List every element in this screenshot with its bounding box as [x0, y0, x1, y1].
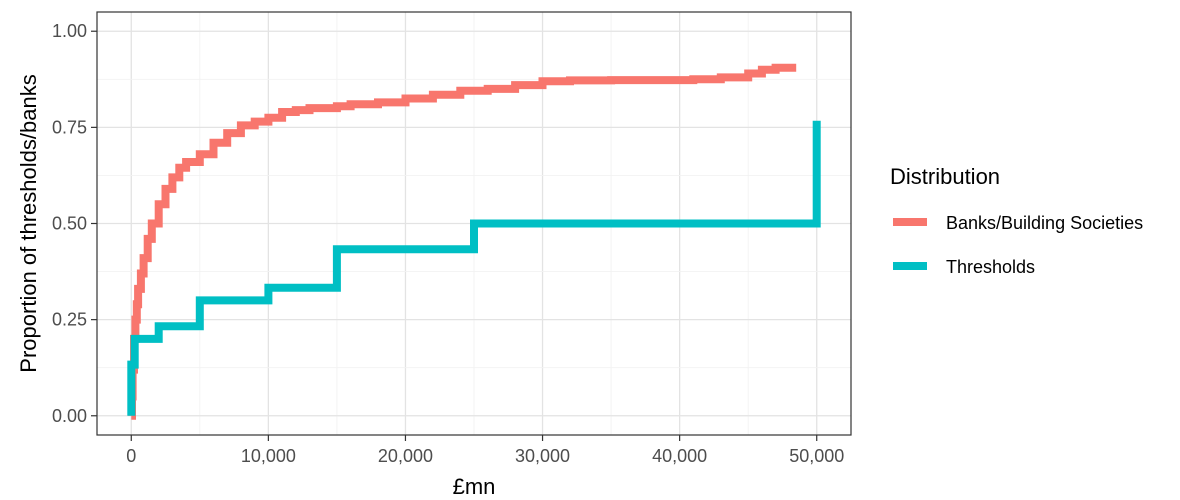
x-tick-label: 50,000	[789, 446, 844, 466]
series-layer	[127, 63, 821, 420]
x-tick-label: 30,000	[515, 446, 570, 466]
x-tick-label: 40,000	[652, 446, 707, 466]
legend-title: Distribution	[890, 164, 1000, 189]
legend: Distribution Banks/Building Societies Thr…	[890, 164, 1143, 277]
y-tick-label: 0.00	[52, 406, 87, 426]
legend-items: Banks/Building Societies Thresholds	[893, 213, 1143, 277]
y-tick-label: 0.25	[52, 310, 87, 330]
y-axis-title: Proportion of thresholds/banks	[16, 74, 41, 372]
y-tick-label: 1.00	[52, 21, 87, 41]
series-line-banks-building-societies	[128, 63, 797, 420]
axes: 0 10,000 20,000 30,000 40,000 50,000 0.00 0.25 0…	[52, 21, 844, 466]
y-tick-label: 0.50	[52, 214, 87, 234]
x-axis-title: £mn	[453, 474, 496, 499]
x-tick-label: 10,000	[241, 446, 296, 466]
series-line-thresholds	[127, 120, 821, 416]
legend-label: Banks/Building Societies	[946, 213, 1143, 233]
y-tick-label: 0.75	[52, 117, 87, 137]
x-tick-label: 20,000	[378, 446, 433, 466]
legend-label: Thresholds	[946, 257, 1035, 277]
x-tick-label: 0	[126, 446, 136, 466]
